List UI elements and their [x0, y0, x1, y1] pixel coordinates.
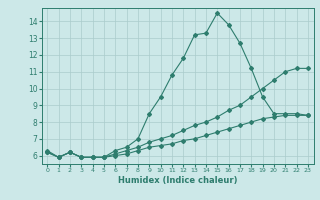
X-axis label: Humidex (Indice chaleur): Humidex (Indice chaleur): [118, 176, 237, 185]
